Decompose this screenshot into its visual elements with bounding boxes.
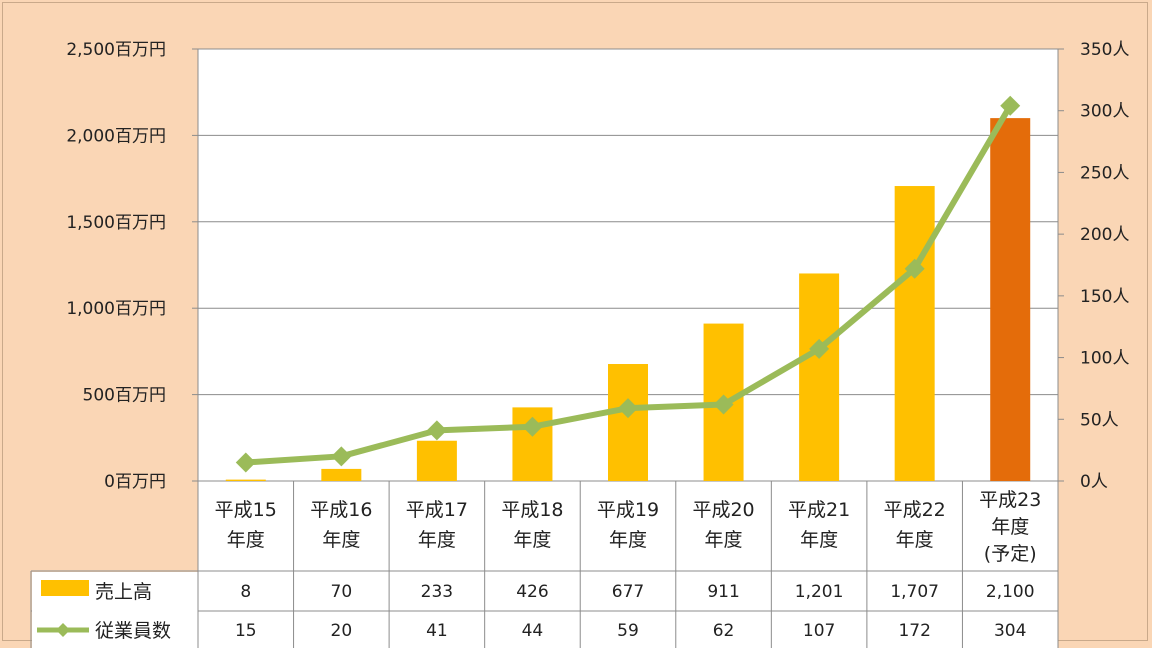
combo-chart: 0百万円 500百万円 1,000百万円 1,500百万円 2,000百万円 2,500百… [30,40,1129,648]
right-tick-label: 0人 [1080,472,1108,492]
table-cell-employees: 20 [331,621,353,641]
table-cell-sales: 70 [331,582,353,602]
category-label: 平成18 [501,499,563,521]
category-label: 平成22 [884,499,946,521]
bar-売上高 [799,273,840,481]
category-label: 年度 [705,529,743,551]
line-marker [1000,95,1021,116]
right-tick-label: 100人 [1080,349,1129,369]
category-label: 平成20 [692,499,754,521]
right-tick-label: 350人 [1080,40,1129,60]
table-cell-sales: 2,100 [986,582,1035,602]
table-cell-sales: 8 [240,582,251,602]
left-tick-label: 1,500百万円 [66,213,166,233]
table-cell-employees: 107 [803,621,835,641]
bar-売上高 [321,468,362,481]
line-marker [904,258,925,279]
right-tick-label: 150人 [1080,287,1129,307]
bar-売上高 [225,479,266,481]
category-label: 平成17 [406,499,468,521]
category-label: 平成15 [215,499,277,521]
table-cell-sales: 911 [707,582,739,602]
table-cell-employees: 59 [617,621,639,641]
bar-売上高 [990,118,1031,482]
left-tick-label: 500百万円 [83,386,166,406]
legend-label-sales: 売上高 [95,581,152,603]
table-cell-sales: 1,201 [795,582,844,602]
table-cell-sales: 1,707 [890,582,939,602]
legend-key-employees-marker [56,623,70,637]
line-marker [426,420,447,441]
line-marker [522,416,543,437]
table-cell-employees: 172 [898,621,930,641]
table-cell-sales: 677 [612,582,644,602]
left-tick-label: 2,000百万円 [66,126,166,146]
category-label: 年度 [513,529,551,551]
bar-売上高 [894,186,935,481]
category-label: 年度 [227,529,265,551]
line-marker [235,452,256,473]
category-label: 年度 [991,516,1029,538]
table-cell-employees: 304 [994,621,1026,641]
line-marker [809,338,830,359]
left-tick-label: 1,000百万円 [66,299,166,319]
category-label: 平成16 [310,499,372,521]
table-cell-employees: 41 [426,621,448,641]
category-label: 年度 [418,529,456,551]
table-cell-employees: 15 [235,621,257,641]
table-cell-employees: 62 [713,621,735,641]
category-label: 年度 [609,529,647,551]
line-marker [331,446,352,467]
right-tick-label: 300人 [1080,102,1129,122]
category-label: 平成21 [788,499,850,521]
left-tick-label: 0百万円 [104,472,166,492]
right-tick-label: 50人 [1080,410,1119,430]
line-marker [618,398,638,419]
right-tick-label: 200人 [1080,225,1129,245]
table-cell-sales: 233 [421,582,453,602]
category-label: (予定) [984,543,1037,565]
line-marker [713,394,734,415]
bar-売上高 [608,364,648,481]
legend-key-sales [41,580,89,596]
table-cell-sales: 426 [516,582,548,602]
bar-売上高 [416,440,457,481]
category-label: 年度 [800,529,838,551]
category-label: 平成23 [979,489,1041,511]
right-tick-label: 250人 [1080,163,1129,183]
data-table-body [198,481,1058,648]
category-label: 年度 [322,529,360,551]
legend-label-employees: 従業員数 [95,620,171,642]
category-label: 年度 [896,529,934,551]
table-cell-employees: 44 [522,621,544,641]
left-tick-label: 2,500百万円 [66,40,166,60]
category-label: 平成19 [597,499,659,521]
